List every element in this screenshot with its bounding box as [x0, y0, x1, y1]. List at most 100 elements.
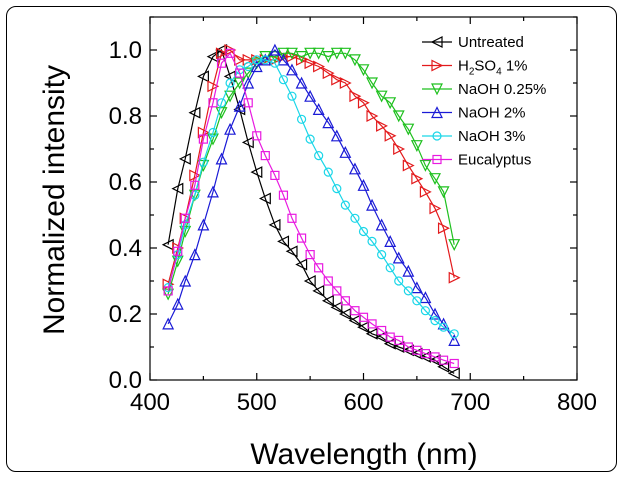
x-tick-label: 800	[557, 389, 597, 416]
data-point	[304, 57, 317, 70]
series-1	[162, 44, 461, 291]
data-point	[332, 184, 342, 194]
data-point	[419, 159, 432, 172]
data-point	[197, 70, 209, 83]
data-point	[385, 263, 395, 273]
data-point	[314, 263, 324, 273]
data-point	[305, 250, 315, 260]
data-point	[296, 233, 307, 243]
data-point	[277, 53, 290, 66]
legend: Untreated H2SO4 1% NaOH 0.25% NaOH 2% NaOH 3…	[422, 34, 546, 169]
data-point	[179, 274, 192, 287]
data-point	[215, 47, 228, 60]
series-line	[167, 49, 455, 341]
data-point	[189, 169, 202, 182]
data-point	[241, 136, 254, 149]
data-point	[365, 327, 378, 340]
data-point	[163, 286, 173, 296]
data-point	[350, 306, 360, 316]
data-point	[447, 367, 460, 380]
data-point	[171, 297, 184, 310]
data-point	[225, 48, 235, 58]
data-point	[268, 218, 281, 231]
y-axis-title: Normalized intensity	[38, 65, 71, 335]
data-point	[358, 226, 369, 237]
legend-marker	[432, 131, 442, 141]
legend-label: NaOH 2%	[458, 105, 526, 122]
figure-frame	[6, 6, 617, 472]
data-point	[225, 78, 235, 88]
legend-label: Eucalyptus	[458, 152, 531, 169]
data-point	[321, 294, 334, 307]
legend-label: Untreated	[458, 34, 524, 51]
data-point	[394, 276, 404, 286]
series-line	[167, 49, 455, 285]
data-point	[358, 312, 369, 322]
legend-marker	[431, 106, 443, 119]
data-point	[438, 322, 449, 332]
y-tick-label: 0.0	[109, 367, 142, 394]
y-tick-label: 0.2	[109, 301, 142, 328]
data-point	[366, 110, 379, 122]
x-axis-title: Wavelength (nm)	[250, 438, 477, 471]
data-point	[429, 202, 442, 215]
data-point	[270, 58, 280, 68]
data-point	[303, 275, 316, 287]
data-point	[330, 47, 343, 60]
legend-marker	[432, 154, 442, 165]
data-point	[208, 127, 218, 138]
data-point	[330, 129, 343, 142]
y-tick-label: 0.4	[109, 235, 142, 262]
series-line	[167, 52, 455, 365]
data-point	[173, 246, 183, 256]
data-point	[234, 53, 247, 66]
data-point	[403, 286, 413, 296]
data-point	[235, 68, 245, 78]
legend-label-part: NaOH 3%	[458, 128, 526, 145]
data-point	[207, 80, 220, 93]
data-point	[304, 89, 317, 102]
legend-item: H2SO4 1%	[422, 58, 528, 78]
data-point	[323, 167, 333, 177]
legend-item: NaOH 2%	[422, 105, 526, 122]
data-point	[277, 235, 290, 248]
data-point	[242, 76, 255, 89]
data-point	[377, 325, 387, 336]
data-point	[178, 152, 191, 165]
data-point	[323, 276, 333, 286]
data-point	[438, 355, 449, 365]
data-point	[366, 198, 379, 211]
legend-item: Untreated	[422, 34, 524, 51]
data-point	[305, 134, 315, 144]
data-point	[278, 75, 289, 85]
data-point	[322, 116, 335, 129]
data-point	[340, 200, 350, 210]
data-point	[313, 60, 326, 73]
legend-label-part: 2	[469, 67, 475, 78]
data-point	[402, 159, 415, 172]
data-point	[243, 61, 253, 72]
data-point	[296, 114, 307, 124]
data-point	[268, 43, 281, 56]
legend-label-part: 1%	[502, 58, 528, 75]
data-point	[188, 248, 201, 261]
data-point	[197, 218, 210, 231]
y-tick-label: 1.0	[109, 37, 142, 64]
data-point	[260, 55, 270, 65]
data-point	[376, 119, 388, 132]
data-point	[270, 170, 280, 180]
data-point	[437, 222, 450, 235]
legend-label-part: Untreated	[458, 34, 524, 51]
data-point	[366, 77, 379, 90]
data-point	[349, 90, 362, 103]
data-point	[190, 180, 200, 190]
data-point	[331, 73, 344, 86]
data-point	[171, 182, 184, 195]
legend-label-part: Eucalyptus	[458, 152, 531, 169]
data-point	[198, 134, 208, 144]
data-point	[286, 47, 298, 60]
series-5	[163, 48, 459, 369]
data-point	[215, 152, 228, 165]
x-tick-label: 600	[343, 389, 383, 416]
data-point	[449, 329, 459, 339]
